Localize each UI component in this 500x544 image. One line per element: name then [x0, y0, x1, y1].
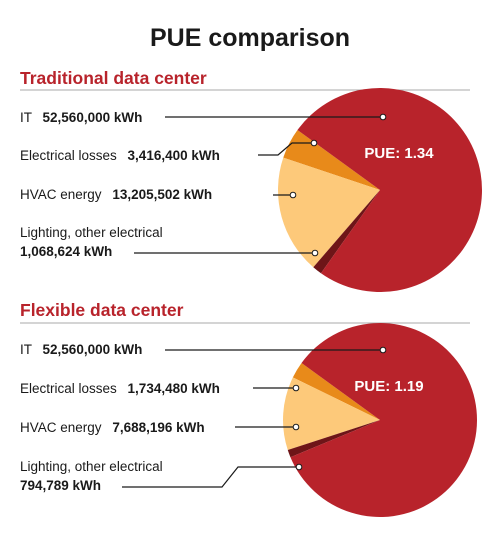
labels-traditional: IT 52,560,000 kWh Electrical losses 3,41…	[20, 110, 220, 259]
label-hvac-traditional: HVAC energy 13,205,502 kWh	[20, 187, 212, 202]
leader-dot-lighting-flexible	[295, 463, 303, 471]
label-hvac-value: 7,688,196 kWh	[112, 420, 204, 435]
traditional-section: Traditional data center PUE: 1.34 IT 52,…	[20, 68, 483, 293]
pie-traditional	[278, 88, 483, 293]
leader-dot-it-traditional	[379, 113, 387, 121]
leader-dot-it-flexible	[379, 346, 387, 354]
leader-electrical-traditional	[258, 142, 314, 156]
leaders-flexible	[122, 346, 387, 488]
label-it-flexible: IT 52,560,000 kWh	[20, 342, 142, 357]
pie-slice-electrical-losses-flexible	[292, 362, 380, 420]
section-title-flexible: Flexible data center	[20, 300, 184, 320]
label-lighting-name-traditional: Lighting, other electrical	[20, 225, 163, 240]
label-lighting-name-flexible: Lighting, other electrical	[20, 459, 163, 474]
label-electrical-flexible: Electrical losses 1,734,480 kWh	[20, 381, 220, 396]
main-title: PUE comparison	[150, 24, 350, 52]
leader-dot-hvac-flexible	[292, 423, 300, 431]
leader-lighting-flexible	[122, 466, 299, 488]
pue-annotation-flexible: PUE: 1.19	[354, 378, 423, 395]
label-hvac-flexible: HVAC energy 7,688,196 kWh	[20, 420, 205, 435]
leader-dot-lighting-traditional	[311, 249, 319, 257]
label-hvac-name: HVAC energy	[20, 420, 102, 435]
label-hvac-name: HVAC energy	[20, 187, 102, 202]
pie-slice-electrical-losses-traditional	[283, 130, 380, 190]
pue-annotation-traditional: PUE: 1.34	[364, 145, 434, 162]
label-electrical-name: Electrical losses	[20, 148, 117, 163]
leader-dot-electrical-traditional	[310, 139, 318, 147]
pie-slice-it-flexible	[290, 323, 477, 518]
leader-dot-hvac-traditional	[289, 191, 297, 199]
section-title-traditional: Traditional data center	[20, 68, 207, 88]
pie-slice-it-traditional	[297, 88, 483, 293]
label-it-name: IT	[20, 110, 32, 125]
leaders-traditional	[134, 113, 387, 257]
label-electrical-value: 1,734,480 kWh	[128, 381, 220, 396]
pie-slice-lighting-other-traditional	[313, 190, 380, 274]
label-it-name: IT	[20, 342, 32, 357]
label-electrical-name: Electrical losses	[20, 381, 117, 396]
label-hvac-value: 13,205,502 kWh	[112, 187, 212, 202]
label-it-value: 52,560,000 kWh	[43, 110, 143, 125]
label-electrical-traditional: Electrical losses 3,416,400 kWh	[20, 148, 220, 163]
pie-flexible	[283, 323, 477, 518]
pie-slice-lighting-other-flexible	[287, 420, 380, 458]
label-it-value: 52,560,000 kWh	[43, 342, 143, 357]
label-electrical-value: 3,416,400 kWh	[128, 148, 220, 163]
labels-flexible: IT 52,560,000 kWh Electrical losses 1,73…	[20, 342, 220, 493]
label-lighting-value-flexible: 794,789 kWh	[20, 478, 101, 493]
pie-slice-hvac-energy-traditional	[278, 157, 380, 268]
label-lighting-value-traditional: 1,068,624 kWh	[20, 244, 112, 259]
leader-dot-electrical-flexible	[292, 384, 300, 392]
pie-slice-hvac-energy-flexible	[283, 377, 380, 451]
flexible-section: Flexible data center PUE: 1.19 IT 52,560…	[20, 300, 477, 518]
label-it-traditional: IT 52,560,000 kWh	[20, 110, 142, 125]
